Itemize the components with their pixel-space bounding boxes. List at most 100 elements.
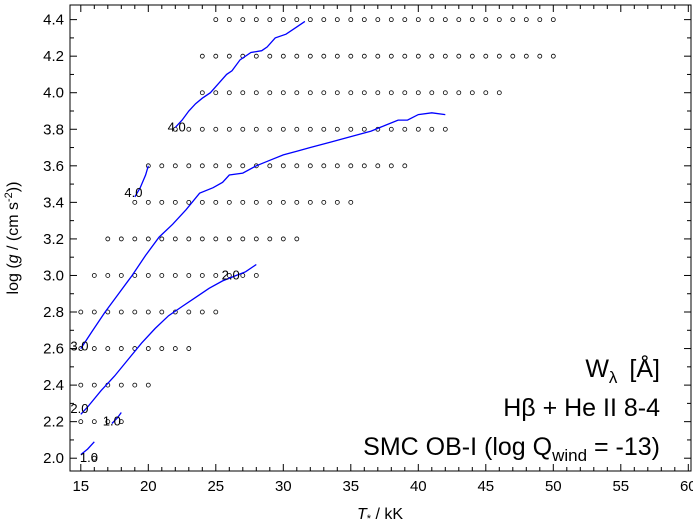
contour-line [80,441,95,456]
model-grid-point [91,382,97,388]
model-grid-point [294,90,300,96]
model-grid-point [186,236,192,242]
model-grid-point [226,126,232,132]
x-tick-label: 25 [207,478,224,495]
model-grid-point [348,126,354,132]
y-axis-label: log (g / (cm s-2)) [3,182,22,295]
y-tick-label: 2.0 [43,450,64,467]
model-grid-point [321,53,327,59]
contour-lines [80,20,446,456]
contour-label: 1.0 [103,414,121,429]
model-grid-point [415,90,421,96]
model-grid-point [213,309,219,315]
model-grid-point [199,90,205,96]
model-grid-point [415,126,421,132]
model-grid-point [199,309,205,315]
model-grid-point [334,163,340,169]
model-grid-point [91,346,97,351]
y-tick-label: 3.4 [43,194,64,211]
model-grid-point [402,90,408,96]
x-tick-label: 20 [140,478,157,495]
model-grid-point [172,163,178,169]
model-grid-point [334,53,340,59]
x-tick-label: 55 [612,478,629,495]
model-grid-point [402,17,408,23]
model-grid-point [105,346,111,351]
model-grid-point [429,126,435,132]
model-grid-point [145,273,151,278]
y-tick-label: 4.2 [43,48,64,65]
model-grid-point [550,17,556,23]
model-grid-point [159,346,165,351]
model-grid-point [199,236,205,242]
model-grid-point [145,309,151,315]
model-grid-point [334,17,340,23]
model-grid-point [361,17,367,23]
model-grid-point [172,273,178,278]
contour-label: 2.0 [70,401,88,416]
x-tick-label: 40 [410,478,427,495]
contour-label: 2.0 [222,267,240,282]
model-grid-point [118,419,124,425]
x-tick-label: 30 [275,478,292,495]
model-grid-point [213,199,219,205]
x-tick-label: 50 [545,478,562,495]
model-grid-point [213,273,219,278]
y-tick-label: 2.8 [43,304,64,321]
model-grid-point [105,419,111,425]
model-grid-point [442,126,448,132]
model-grid-point [280,236,286,242]
model-grid-point [307,163,313,169]
model-grid-point [388,53,394,59]
model-grid-point [145,199,151,205]
contour-label: 4.0 [168,119,186,134]
model-grid-point [172,199,178,205]
model-grid-point [78,419,84,425]
chart-annotation: Wλ [Å] Hβ + He II 8-4 SMC OB-I (log Qwind… [363,353,660,465]
model-grid-point [226,199,232,205]
model-grid-point [226,90,232,96]
model-grid-point [537,53,543,59]
model-grid-point [348,17,354,23]
model-grid-point [118,382,124,388]
model-grid-point [280,17,286,23]
model-grid-point [550,53,556,59]
model-grid-point [267,236,273,242]
contour-label: 1.0 [80,450,98,465]
model-grid-point [294,17,300,23]
model-grid-point [253,273,259,278]
model-grid-point [348,199,354,205]
x-axis-label: T* / kK [357,506,403,524]
model-grid-point [186,346,192,351]
model-grid-point [523,17,529,23]
model-grid-point [159,163,165,169]
model-grid-point [186,273,192,278]
model-grid-point [469,17,475,23]
model-grid-point [240,90,246,96]
model-grid-point [456,90,462,96]
model-grid-point [145,236,151,242]
model-grid-point [361,53,367,59]
model-grid-point [469,53,475,59]
model-grid-point [267,53,273,59]
model-grid-point [186,126,192,132]
model-grid-point [240,163,246,169]
model-grid-point [415,53,421,59]
model-grid-point [91,309,97,315]
model-grid-point [159,199,165,205]
model-grid-point [483,17,489,23]
x-tick-label: 35 [342,478,359,495]
model-grid-point [280,126,286,132]
model-grid-point [240,236,246,242]
model-grid-point [429,53,435,59]
model-grid-point [307,53,313,59]
model-grid-point [388,90,394,96]
model-grid-point [321,163,327,169]
model-grid-point [348,90,354,96]
model-grid-point [186,163,192,169]
model-grid-point [361,163,367,169]
model-grid-point [78,309,84,315]
y-tick-label: 2.4 [43,377,64,394]
model-grid-point [375,17,381,23]
